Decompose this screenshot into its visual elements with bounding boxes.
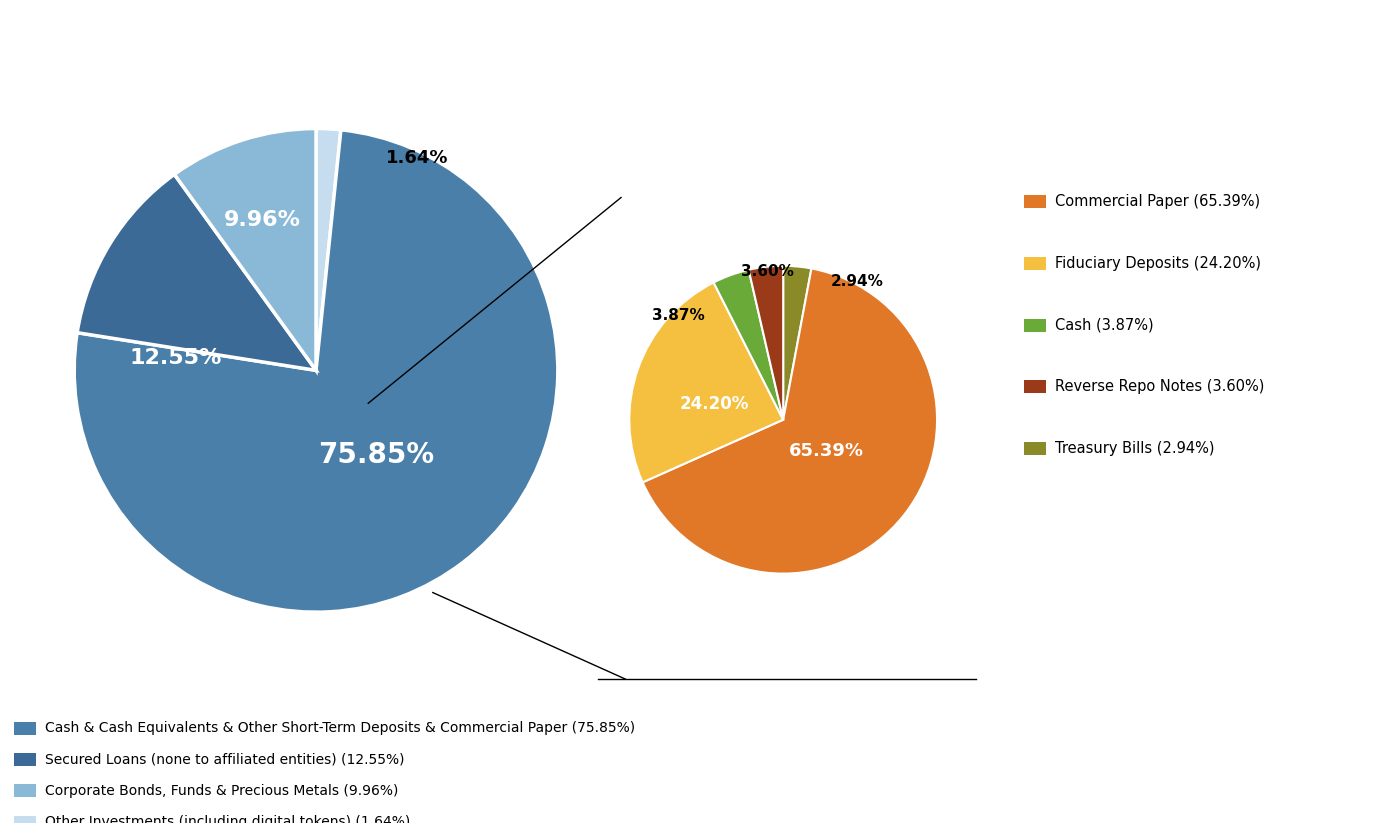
- Text: Secured Loans (none to affiliated entities) (12.55%): Secured Loans (none to affiliated entiti…: [45, 752, 405, 767]
- Text: Treasury Bills (2.94%): Treasury Bills (2.94%): [1055, 441, 1215, 456]
- Wedge shape: [74, 130, 558, 612]
- Text: 75.85%: 75.85%: [319, 441, 434, 469]
- Wedge shape: [629, 282, 783, 482]
- Wedge shape: [316, 128, 341, 370]
- Text: Corporate Bonds, Funds & Precious Metals (9.96%): Corporate Bonds, Funds & Precious Metals…: [45, 783, 398, 798]
- Text: 3.60%: 3.60%: [742, 264, 794, 280]
- Wedge shape: [713, 270, 783, 420]
- Text: Other Investments (including digital tokens) (1.64%): Other Investments (including digital tok…: [45, 815, 411, 823]
- Text: 9.96%: 9.96%: [224, 211, 301, 230]
- Text: Reverse Repo Notes (3.60%): Reverse Repo Notes (3.60%): [1055, 379, 1264, 394]
- Text: 1.64%: 1.64%: [386, 148, 449, 166]
- Text: Commercial Paper (65.39%): Commercial Paper (65.39%): [1055, 194, 1260, 209]
- Text: 2.94%: 2.94%: [831, 274, 883, 289]
- Text: 12.55%: 12.55%: [129, 348, 223, 368]
- Wedge shape: [174, 128, 316, 370]
- Wedge shape: [749, 266, 783, 420]
- Wedge shape: [643, 268, 937, 574]
- Text: Cash & Cash Equivalents & Other Short-Term Deposits & Commercial Paper (75.85%): Cash & Cash Equivalents & Other Short-Te…: [45, 721, 635, 736]
- Wedge shape: [77, 174, 316, 370]
- Text: Cash (3.87%): Cash (3.87%): [1055, 318, 1154, 332]
- Text: 65.39%: 65.39%: [789, 441, 864, 459]
- Text: Fiduciary Deposits (24.20%): Fiduciary Deposits (24.20%): [1055, 256, 1261, 271]
- Wedge shape: [783, 266, 812, 420]
- Text: 3.87%: 3.87%: [653, 308, 705, 323]
- Text: 24.20%: 24.20%: [679, 395, 749, 413]
